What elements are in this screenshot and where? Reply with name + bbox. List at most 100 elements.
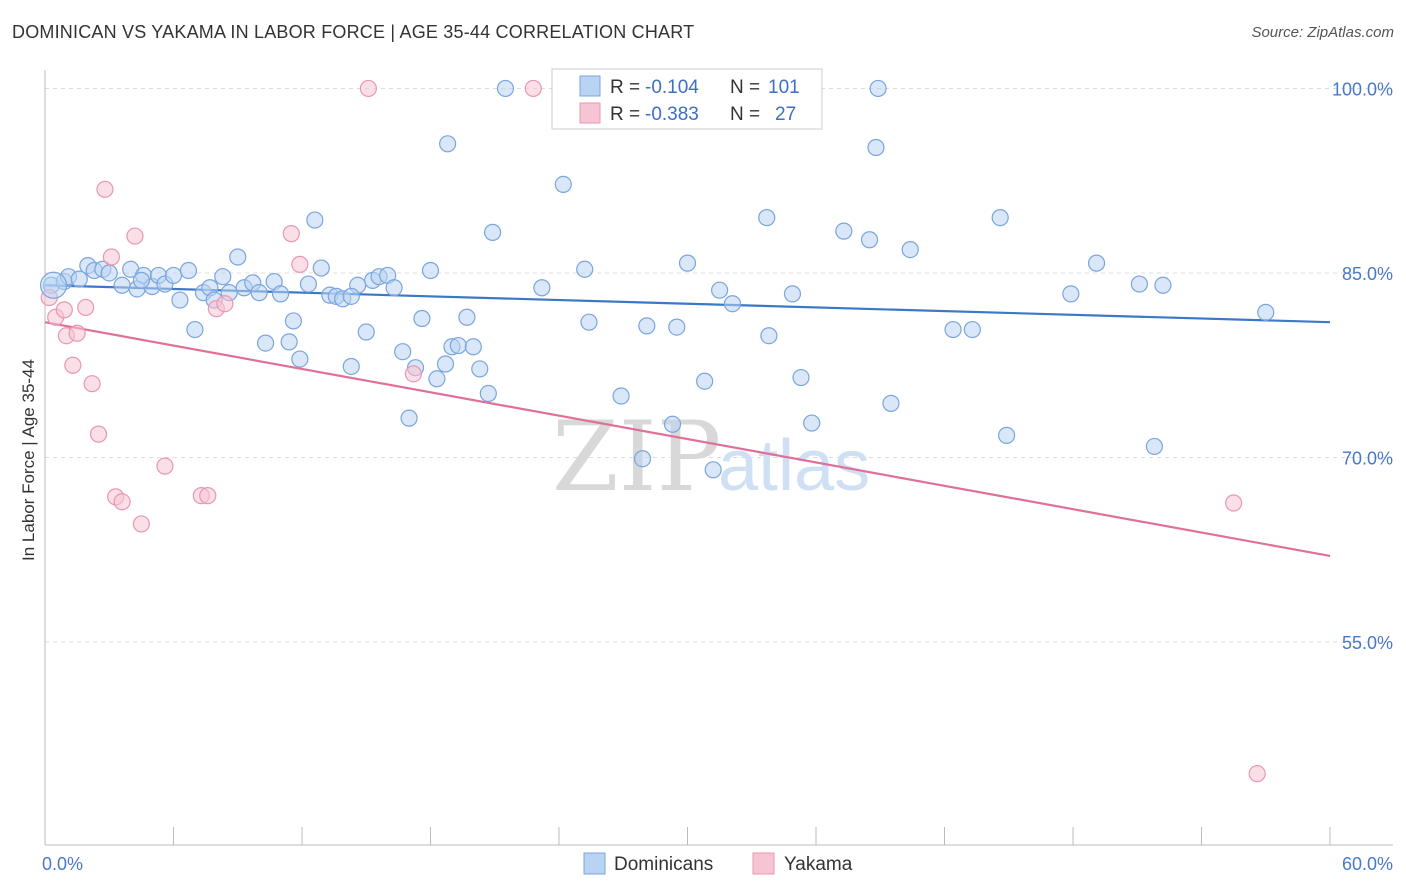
point-dominicans-15 bbox=[164, 266, 183, 285]
point-dominicans-large bbox=[39, 271, 68, 299]
point-dominicans-76 bbox=[758, 209, 776, 227]
point-dominicans-30 bbox=[271, 285, 290, 303]
point-dominicans-36 bbox=[312, 259, 330, 277]
point-dominicans-69 bbox=[663, 415, 682, 433]
trendline-yakama bbox=[44, 321, 1331, 557]
point-yakama-2 bbox=[55, 301, 73, 319]
legend-n-label-yakama: N = bbox=[730, 104, 760, 125]
point-dominicans-67 bbox=[633, 450, 652, 468]
point-dominicans-82 bbox=[860, 231, 879, 249]
y-tick-label-100: 100.0% bbox=[1332, 79, 1393, 99]
point-dominicans-96 bbox=[439, 135, 457, 153]
point-dominicans-51 bbox=[421, 261, 440, 280]
point-yakama-20 bbox=[282, 225, 300, 243]
point-dominicans-34 bbox=[299, 275, 318, 293]
point-dominicans-32 bbox=[284, 312, 303, 330]
point-dominicans-52 bbox=[428, 370, 446, 388]
legend-r-value-yakama: -0.383 bbox=[645, 104, 699, 125]
point-dominicans-50 bbox=[413, 309, 431, 328]
point-dominicans-57 bbox=[464, 338, 482, 356]
point-dominicans-59 bbox=[479, 384, 497, 403]
y-tick-label-85: 85.0% bbox=[1342, 264, 1393, 284]
legend-swatch-dominicans bbox=[579, 75, 601, 97]
point-dominicans-81 bbox=[835, 222, 853, 240]
legend-r-label-dominicans: R = bbox=[610, 77, 640, 98]
y-axis-label: In Labor Force | Age 35-44 bbox=[19, 359, 38, 561]
point-dominicans-48 bbox=[400, 409, 418, 427]
point-dominicans-75 bbox=[723, 295, 742, 313]
point-dominicans-86 bbox=[944, 320, 962, 339]
point-dominicans-46 bbox=[385, 279, 403, 297]
point-dominicans-40 bbox=[342, 357, 360, 376]
grid-layer bbox=[45, 87, 1390, 643]
point-dominicans-80 bbox=[803, 414, 821, 432]
watermark-atlas: atlas bbox=[718, 426, 870, 506]
point-dominicans-89 bbox=[998, 426, 1016, 444]
tick-label-layer: 55.0% 70.0% 85.0% 100.0% 0.0% 60.0% bbox=[42, 79, 1393, 874]
point-dominicans-100 bbox=[132, 271, 150, 289]
point-yakama-10 bbox=[102, 248, 120, 266]
point-dominicans-68 bbox=[638, 317, 656, 335]
source-credit: Source: ZipAtlas.com bbox=[1251, 24, 1394, 41]
point-dominicans-16 bbox=[171, 291, 189, 309]
point-dominicans-85 bbox=[901, 241, 919, 259]
y-tick-label-55: 55.0% bbox=[1342, 633, 1393, 653]
point-yakama-7 bbox=[83, 375, 101, 393]
point-dominicans-84 bbox=[882, 394, 900, 412]
series-legend-label-yakama: Yakama bbox=[784, 854, 853, 875]
point-dominicans-94 bbox=[1154, 276, 1172, 294]
point-dominicans-22 bbox=[214, 268, 232, 286]
point-dominicans-56 bbox=[458, 308, 476, 326]
point-dominicans-98 bbox=[869, 79, 887, 98]
point-yakama-6 bbox=[77, 298, 95, 317]
point-dominicans-91 bbox=[1087, 254, 1106, 272]
x-tick-label-0: 0.0% bbox=[42, 854, 83, 874]
point-dominicans-63 bbox=[554, 175, 572, 194]
legend-n-label-dominicans: N = bbox=[730, 77, 760, 98]
point-dominicans-60 bbox=[484, 223, 502, 241]
point-dominicans-27 bbox=[250, 284, 268, 302]
points-layer bbox=[39, 79, 1275, 783]
point-yakama-23 bbox=[404, 365, 422, 383]
series-legend: Dominicans Yakama bbox=[583, 852, 853, 875]
point-yakama-19 bbox=[216, 295, 234, 313]
point-dominicans-64 bbox=[576, 260, 594, 278]
point-dominicans-74 bbox=[711, 281, 729, 299]
point-dominicans-70 bbox=[668, 318, 686, 336]
point-dominicans-8 bbox=[113, 276, 131, 294]
point-dominicans-83 bbox=[867, 138, 885, 157]
point-dominicans-17 bbox=[179, 261, 198, 280]
legend-r-value-dominicans: -0.104 bbox=[645, 77, 699, 98]
point-dominicans-35 bbox=[306, 211, 324, 229]
point-dominicans-42 bbox=[357, 323, 375, 341]
point-dominicans-28 bbox=[256, 334, 275, 352]
chart-title: DOMINICAN VS YAKAMA IN LABOR FORCE | AGE… bbox=[12, 22, 695, 42]
y-tick-label-70: 70.0% bbox=[1342, 449, 1393, 469]
point-dominicans-90 bbox=[1062, 285, 1080, 303]
legend-n-value-yakama: 27 bbox=[775, 104, 796, 125]
series-legend-swatch-dominicans bbox=[583, 852, 606, 875]
point-yakama-4 bbox=[64, 356, 82, 374]
axes-layer bbox=[44, 70, 1393, 846]
legend-r-label-yakama: R = bbox=[610, 104, 640, 125]
point-dominicans-62 bbox=[533, 279, 551, 297]
point-dominicans-58 bbox=[471, 360, 489, 378]
point-dominicans-92 bbox=[1130, 275, 1148, 293]
point-dominicans-78 bbox=[783, 285, 802, 303]
point-yakama-14 bbox=[132, 515, 150, 533]
point-dominicans-61 bbox=[496, 79, 515, 98]
point-dominicans-99 bbox=[342, 287, 360, 305]
point-yakama-17 bbox=[199, 487, 217, 505]
point-yakama-24 bbox=[524, 79, 542, 98]
point-dominicans-66 bbox=[612, 387, 630, 405]
point-dominicans-71 bbox=[678, 254, 697, 272]
point-dominicans-77 bbox=[760, 327, 778, 345]
point-dominicans-95 bbox=[1257, 303, 1275, 321]
point-dominicans-93 bbox=[1145, 437, 1163, 456]
series-legend-label-dominicans: Dominicans bbox=[614, 854, 713, 875]
point-dominicans-3 bbox=[70, 270, 88, 288]
x-tick-label-60: 60.0% bbox=[1342, 854, 1393, 874]
point-dominicans-72 bbox=[696, 372, 714, 390]
legend-n-value-dominicans: 101 bbox=[768, 77, 800, 98]
point-dominicans-88 bbox=[991, 209, 1009, 227]
